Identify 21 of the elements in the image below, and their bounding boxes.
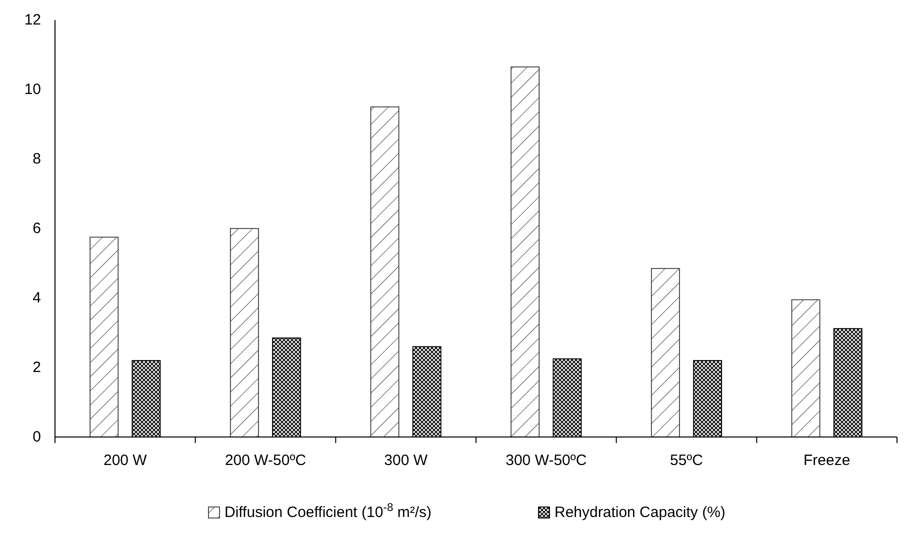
y-tick-label: 10 [24, 81, 41, 98]
bar [650, 268, 680, 438]
y-tick-label: 8 [32, 150, 41, 168]
bar [791, 299, 820, 438]
y-tick-label: 0 [32, 428, 41, 446]
x-tick-label: 300 W [384, 452, 428, 469]
x-tick-label: 200 W [103, 452, 148, 469]
y-tick-label: 2 [32, 359, 41, 376]
x-tick-label: 300 W-50ºC [506, 452, 587, 469]
bar [370, 106, 400, 438]
legend-label: Diffusion Coefficient (10$^{-8}$ m²/s) [224, 502, 432, 521]
bar [90, 236, 119, 438]
y-tick-label: 4 [32, 290, 41, 306]
bar [510, 66, 540, 438]
x-tick-label: Freeze [803, 452, 850, 469]
y-tick-label: 12 [24, 12, 41, 28]
x-tick-label: 200 W-50ºC [224, 452, 306, 469]
bar [230, 228, 259, 438]
x-tick-label: 55ºC [670, 452, 704, 469]
y-tick-label: 6 [32, 220, 41, 237]
legend-label: Rehydration Capacity (%) [554, 504, 726, 521]
